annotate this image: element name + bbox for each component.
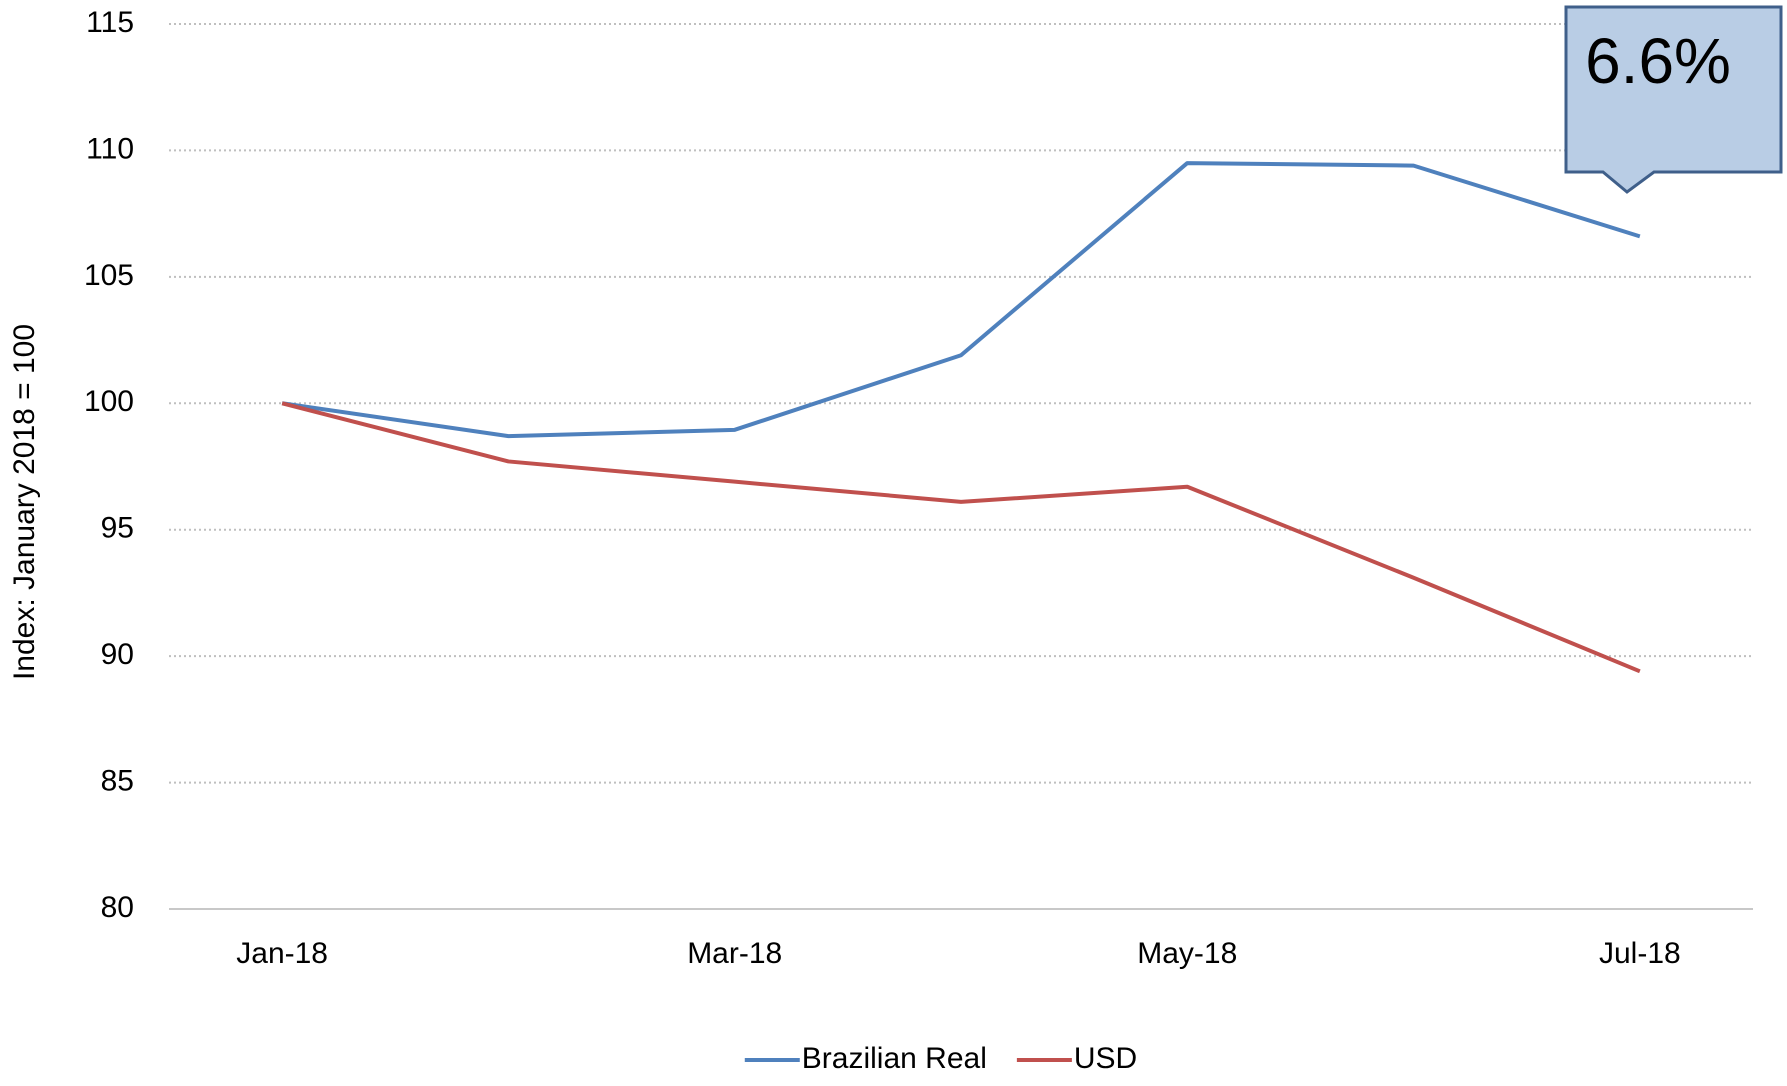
x-tick-label: Jul-18 — [1599, 937, 1681, 970]
y-tick-label: 105 — [84, 259, 134, 292]
x-tick-label: Mar-18 — [687, 937, 782, 970]
x-tick-label: Jan-18 — [236, 937, 328, 970]
y-tick-label: 100 — [84, 385, 134, 418]
y-tick-label: 85 — [101, 764, 134, 797]
series-line — [281, 401, 1641, 674]
legend-item: USD — [1016, 1042, 1137, 1075]
y-tick-label: 90 — [101, 638, 134, 671]
plot-area: 80 85 90 95 100 105 110 115 Jan-18 Mar-18 May-18 Ju… — [84, 6, 1753, 970]
y-tick-label: 110 — [86, 132, 134, 165]
y-tick-label: 95 — [101, 512, 134, 545]
y-tick-label: 80 — [101, 891, 134, 924]
legend: Brazilian Real USD — [744, 1042, 1137, 1075]
callout-text: 6.6% — [1585, 25, 1731, 97]
y-tick-label: 115 — [86, 6, 134, 39]
legend-item: Brazilian Real — [744, 1042, 987, 1075]
callout-box — [1564, 5, 1783, 194]
x-tick-label: May-18 — [1137, 937, 1237, 970]
legend-label: Brazilian Real — [802, 1042, 987, 1075]
series-line — [281, 161, 1641, 439]
legend-label: USD — [1074, 1042, 1137, 1075]
y-axis-label: Index: January 2018 = 100 — [8, 324, 41, 680]
